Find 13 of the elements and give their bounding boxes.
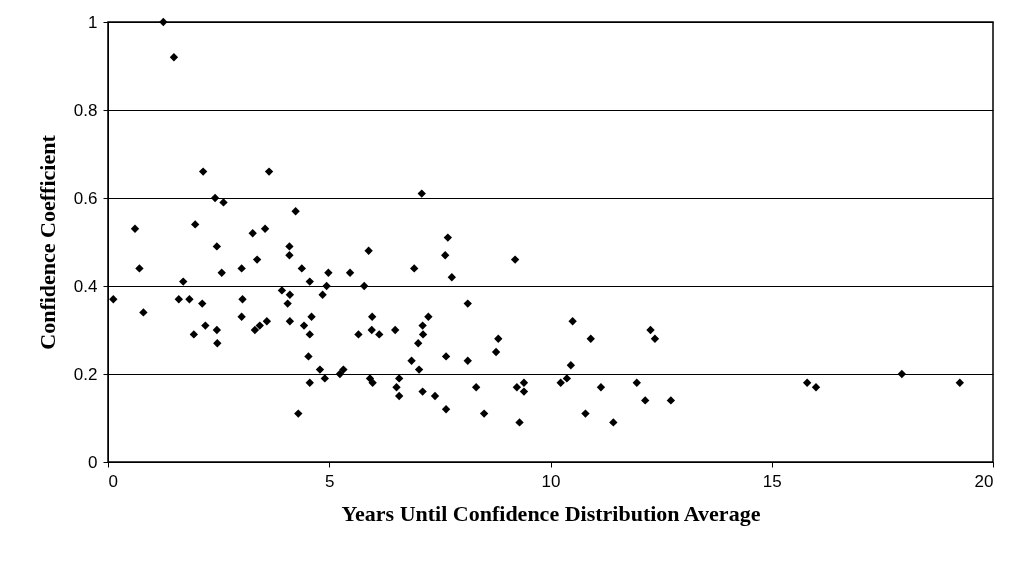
y-tick-label: 0 xyxy=(88,452,98,472)
y-tick-label: 0.6 xyxy=(73,188,98,208)
x-tick-label: 20 xyxy=(974,471,994,491)
x-tick-label: 5 xyxy=(325,471,335,491)
y-tick-label: 1 xyxy=(88,12,98,32)
y-axis-title: Confidence Coefficient xyxy=(34,134,60,350)
x-tick-label: 15 xyxy=(762,471,782,491)
x-axis-title: Years Until Confidence Distribution Average xyxy=(341,500,761,526)
y-tick-label: 0.2 xyxy=(73,364,98,384)
x-tick-label: 10 xyxy=(541,471,561,491)
y-tick-label: 0.8 xyxy=(73,100,98,120)
y-tick-label: 0.4 xyxy=(73,276,98,296)
x-tick-label: 0 xyxy=(108,471,118,491)
